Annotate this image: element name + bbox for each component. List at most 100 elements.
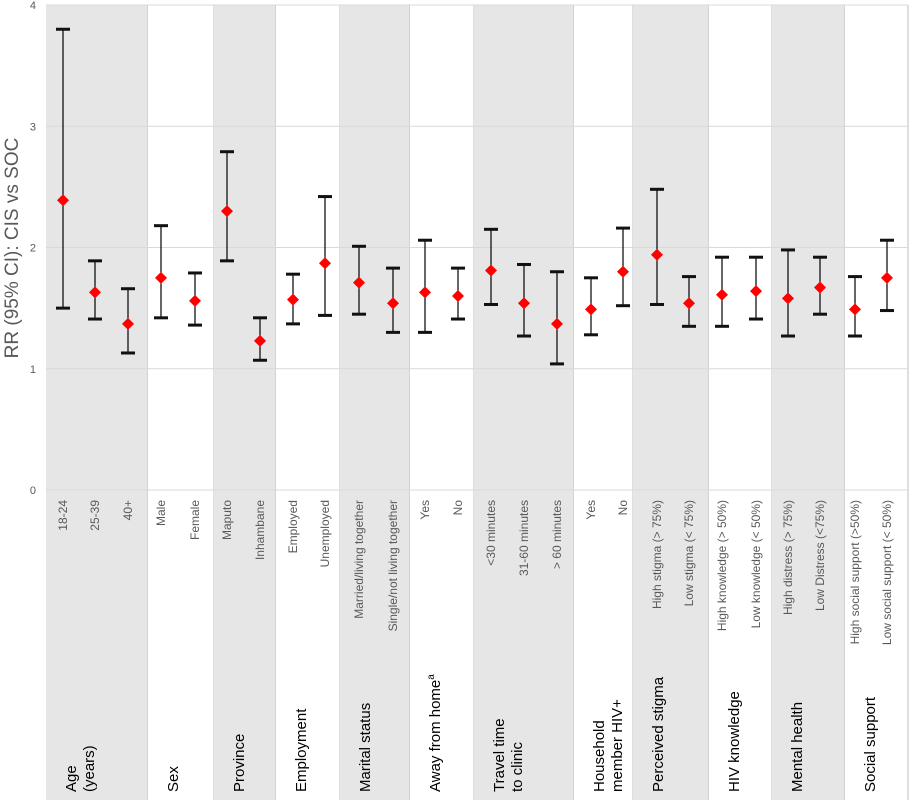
group-label: (years) (81, 745, 98, 792)
gridlines (46, 4, 908, 491)
group-band (214, 5, 276, 800)
ci-upper-cap (220, 150, 234, 154)
rr-point (750, 285, 762, 298)
rr-point (551, 317, 563, 330)
rr-point (716, 288, 728, 301)
rr-point (782, 292, 794, 305)
subcategory-label: 31-60 minutes (517, 500, 531, 576)
ci-upper-cap (253, 316, 267, 320)
y-tick-label: 2 (30, 243, 36, 255)
ci-upper-cap (352, 244, 366, 248)
group-band (474, 5, 574, 800)
subcategory-label: Single/not living together (386, 500, 400, 631)
subcategory-label: > 60 minutes (550, 500, 564, 569)
ci-lower-cap (616, 304, 630, 308)
group-band (574, 5, 633, 800)
subcategory-label: Married/living together (352, 500, 366, 619)
group-band (410, 5, 474, 800)
rr-point (849, 303, 861, 316)
rr-point (89, 286, 101, 299)
group-label: Social support (862, 696, 879, 792)
ci-upper-cap (880, 238, 894, 242)
subcategory-label: 25-39 (88, 500, 102, 531)
ci-upper-cap (286, 272, 300, 276)
subcategory-label: Low stigma (< 75%) (682, 500, 696, 606)
ci-lower-cap (880, 309, 894, 313)
rr-point (353, 276, 365, 289)
category-labels: 18-24 25-39 40+ Age (years) Male Female Sex Mapu… (56, 500, 894, 792)
rr-point (319, 257, 331, 270)
rr-point (254, 334, 266, 347)
ci-lower-cap (484, 302, 498, 306)
ci-lower-cap (352, 312, 366, 316)
subcategory-label: Male (154, 500, 168, 526)
rr-point (287, 293, 299, 306)
ci-upper-cap (484, 227, 498, 231)
subcategory-label: Unemployed (318, 500, 332, 567)
y-tick-label: 1 (30, 364, 36, 376)
ci-lower-cap (121, 351, 135, 355)
ci-lower-cap (188, 323, 202, 327)
rr-point (452, 290, 464, 302)
rr-point (683, 297, 695, 310)
ci-lower-cap (318, 313, 332, 317)
ci-lower-cap (584, 333, 598, 337)
ci-lower-cap (56, 306, 70, 310)
ci-upper-cap (517, 262, 531, 266)
rr-point (122, 317, 134, 330)
group-band (772, 5, 845, 800)
ci-upper-cap (848, 275, 862, 279)
ci-lower-cap (550, 362, 564, 366)
ci-lower-cap (781, 334, 795, 338)
ci-upper-cap (88, 259, 102, 263)
rr-point (387, 297, 399, 310)
rr-point (221, 205, 233, 218)
subcategory-label: 40+ (121, 500, 135, 520)
ci-lower-cap (517, 334, 531, 338)
ci-lower-cap (650, 302, 664, 306)
subcategory-label: 18-24 (56, 500, 70, 531)
y-axis: 0 1 2 3 4 (30, 0, 36, 497)
rr-point (617, 265, 629, 278)
group-label: Age (63, 765, 80, 792)
group-label: Household (591, 720, 608, 792)
ci-upper-cap (749, 255, 763, 259)
group-label-superscript: a (426, 674, 437, 680)
ci-upper-cap (56, 27, 70, 31)
group-band (46, 5, 148, 800)
subcategory-label: Low Distress (<75%) (813, 500, 827, 611)
group-label: Away from homea (426, 674, 444, 792)
rr-point (518, 297, 530, 310)
ci-upper-cap (781, 248, 795, 252)
ci-lower-cap (253, 358, 267, 362)
ci-upper-cap (650, 187, 664, 191)
ci-upper-cap (584, 276, 598, 280)
ci-lower-cap (220, 259, 234, 263)
group-label: Province (231, 734, 248, 792)
group-band (709, 5, 772, 800)
ci-upper-cap (121, 287, 135, 291)
ci-upper-cap (616, 226, 630, 230)
ci-lower-cap (749, 317, 763, 321)
ci-upper-cap (386, 266, 400, 270)
rr-point (485, 264, 497, 277)
group-band (340, 5, 410, 800)
ci-upper-cap (418, 238, 432, 242)
group-label: member HIV+ (609, 699, 626, 792)
subcategory-label: Yes (584, 500, 598, 520)
subcategory-label: No (616, 500, 630, 516)
ci-lower-cap (715, 324, 729, 328)
y-tick-label: 0 (30, 485, 36, 497)
subcategory-label: <30 minutes (484, 500, 498, 566)
ci-lower-cap (682, 324, 696, 328)
rr-point (881, 271, 893, 284)
group-label: Sex (165, 766, 182, 792)
ci-lower-cap (418, 330, 432, 334)
ci-lower-cap (848, 334, 862, 338)
ci-upper-cap (682, 275, 696, 279)
rr-point (651, 248, 663, 261)
subcategory-label: High social support (>50%) (848, 500, 862, 644)
group-label: to clinic (509, 741, 526, 792)
group-label: Employment (293, 708, 310, 792)
